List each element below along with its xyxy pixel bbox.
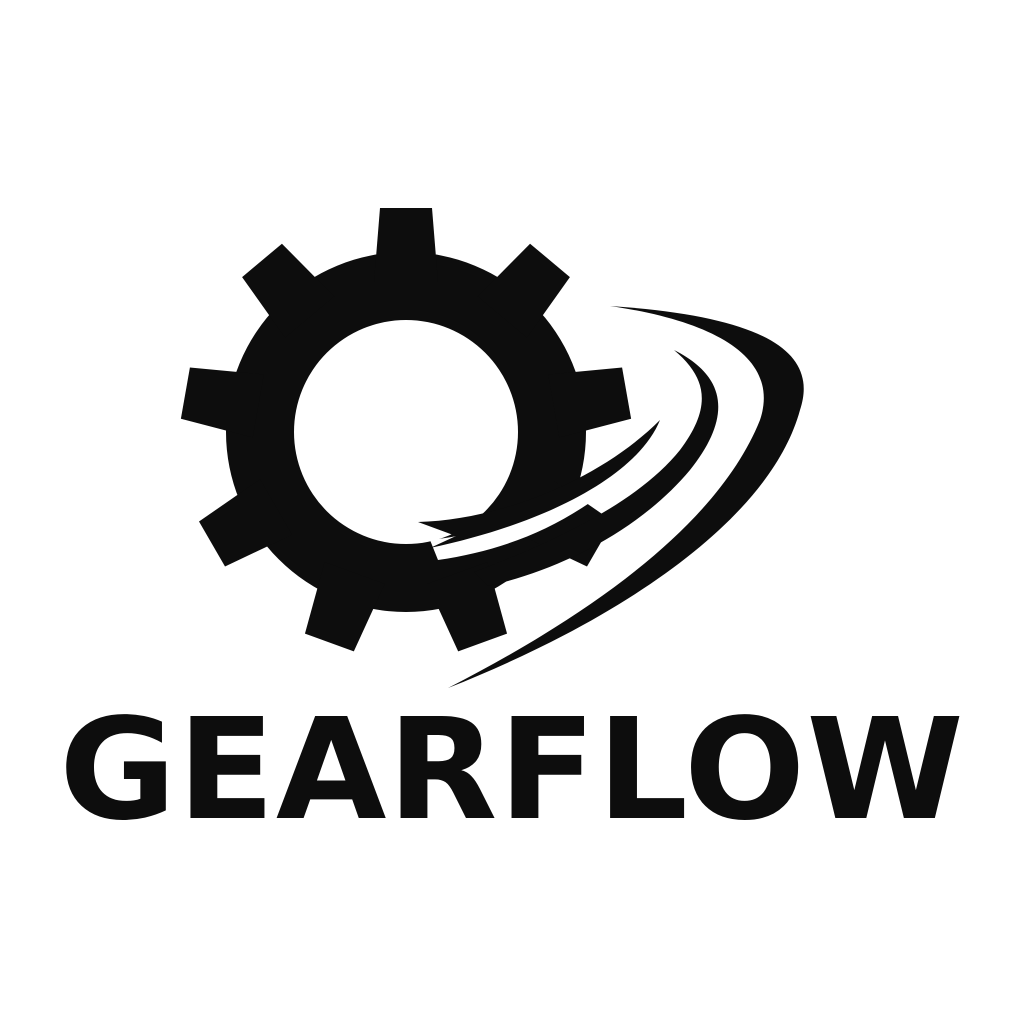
- gear-tooth: [180, 367, 264, 438]
- gear-tooth: [304, 562, 385, 652]
- swoosh-middle: [474, 350, 719, 586]
- gear-tooth: [374, 208, 438, 282]
- gear-tooth: [242, 243, 335, 338]
- logo-mark: [180, 208, 804, 688]
- swoosh-outer: [448, 306, 804, 688]
- gear-swoosh-gap: [430, 380, 700, 560]
- gear-tooth: [477, 243, 570, 338]
- gear-tooth: [199, 479, 293, 567]
- gear-icon: [180, 208, 632, 652]
- swoosh-inner: [418, 420, 660, 548]
- motion-swoosh-icon: [418, 306, 804, 688]
- wordmark: GEARFLOW: [0, 701, 1024, 841]
- brand-name: GEARFLOW: [59, 689, 965, 852]
- gear-tooth: [548, 367, 632, 438]
